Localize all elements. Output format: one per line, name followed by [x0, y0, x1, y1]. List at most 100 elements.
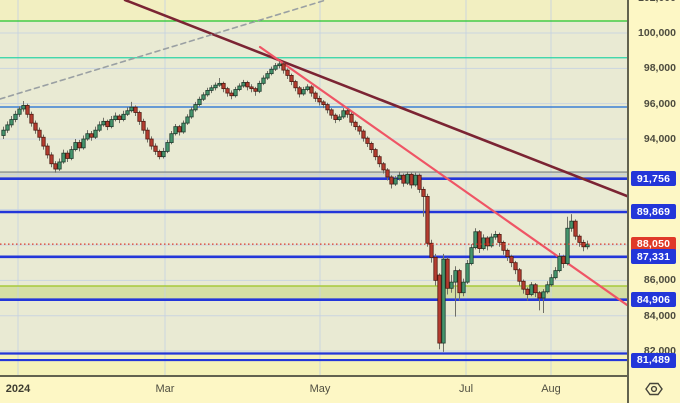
price-axis[interactable]: 102,000 100,000 98,000 96,000 94,000 86,000 84…	[627, 0, 680, 403]
candle-up	[1, 129, 6, 136]
candle-up	[5, 124, 10, 131]
price-tick-label: 94,000	[643, 133, 676, 145]
candle-up	[61, 152, 66, 163]
candle-down	[37, 129, 42, 138]
candle-down	[253, 88, 258, 92]
chart-plot-area[interactable]	[0, 0, 627, 375]
candle-down	[157, 150, 162, 158]
candle-down	[317, 97, 322, 103]
candle-down	[577, 235, 582, 243]
candle-down	[373, 149, 378, 158]
candle-up	[341, 110, 346, 118]
price-level-badge: 89,869	[631, 204, 676, 220]
candle-down	[525, 288, 530, 295]
time-tick-label: 2024	[5, 383, 31, 395]
candle-up	[217, 82, 222, 86]
candle-up	[549, 277, 554, 286]
candle-up	[205, 90, 210, 96]
axis-corner	[627, 375, 680, 403]
candle-up	[113, 115, 118, 120]
candle-down	[145, 129, 150, 140]
candle-up	[257, 82, 262, 92]
candle-down	[29, 113, 34, 124]
candle-down	[245, 82, 250, 88]
time-tick-label: Jul	[458, 383, 474, 395]
settings-icon-dot	[650, 385, 657, 393]
price-level-badge: 84,906	[631, 292, 676, 308]
candle-up	[265, 73, 270, 79]
candle-up	[481, 237, 486, 249]
candle-up	[165, 142, 170, 152]
candle-down	[509, 256, 514, 264]
candle-down	[221, 82, 226, 90]
time-axis[interactable]: 2024 Mar May Jul Aug	[0, 375, 680, 403]
candle-up	[269, 68, 274, 75]
candle-up	[469, 247, 474, 264]
candle-up	[449, 281, 454, 289]
candle-down	[537, 292, 542, 299]
price-tick-label: 98,000	[643, 62, 676, 75]
candle-up	[201, 94, 206, 100]
candle-down	[249, 86, 254, 90]
candle-up	[337, 116, 342, 120]
candle-down	[177, 126, 182, 133]
settings-icon[interactable]	[644, 381, 664, 397]
candle-down	[517, 269, 522, 282]
background-band	[0, 172, 627, 179]
candle-up	[21, 105, 26, 110]
candle-up	[81, 138, 86, 149]
candle-up	[301, 89, 306, 95]
candle-down	[137, 112, 142, 122]
candle-up	[125, 110, 130, 115]
candle-down	[521, 280, 526, 290]
candle-up	[405, 173, 410, 184]
candle-up	[545, 284, 550, 293]
candle-down	[77, 142, 82, 149]
candle-down	[477, 231, 482, 249]
candle-up	[305, 86, 310, 90]
candle-up	[277, 63, 282, 67]
candle-down	[149, 138, 154, 147]
candle-up	[129, 106, 134, 112]
candle-down	[353, 121, 358, 128]
candle-up	[553, 270, 558, 279]
candle-down	[325, 104, 330, 111]
candle-up	[585, 243, 590, 248]
candle-up	[57, 161, 62, 170]
candle-down	[513, 262, 518, 271]
candle-up	[397, 174, 402, 180]
candle-up	[185, 116, 190, 124]
candle-down	[561, 256, 566, 264]
price-tick-label: 96,000	[643, 97, 676, 110]
candle-up	[189, 109, 194, 118]
candle-up	[85, 133, 90, 140]
candle-down	[281, 63, 286, 71]
candle-up	[473, 231, 478, 249]
candle-down	[505, 249, 510, 257]
candle-down	[289, 75, 294, 82]
candle-up	[9, 119, 14, 126]
candle-down	[285, 69, 290, 76]
candle-down	[133, 106, 138, 113]
price-level-badge: 87,331	[631, 249, 676, 265]
candle-down	[497, 234, 502, 243]
candle-down	[437, 274, 442, 344]
candle-down	[321, 101, 326, 105]
candle-down	[361, 130, 366, 139]
candle-down	[333, 114, 338, 120]
candle-up	[101, 120, 106, 126]
candle-down	[153, 145, 158, 152]
candle-down	[433, 256, 438, 281]
price-tick-label: 86,000	[643, 274, 676, 287]
candle-up	[461, 281, 466, 294]
major-downtrend-line	[123, 0, 627, 198]
candle-up	[557, 256, 562, 272]
candle-down	[329, 109, 334, 116]
price-tick-label: 102,000	[633, 0, 676, 5]
candle-down	[385, 169, 390, 178]
candle-down	[309, 86, 314, 94]
candle-up	[121, 113, 126, 120]
time-tick-label: Mar	[155, 383, 175, 395]
candle-up	[73, 142, 78, 151]
candle-down	[425, 196, 430, 244]
